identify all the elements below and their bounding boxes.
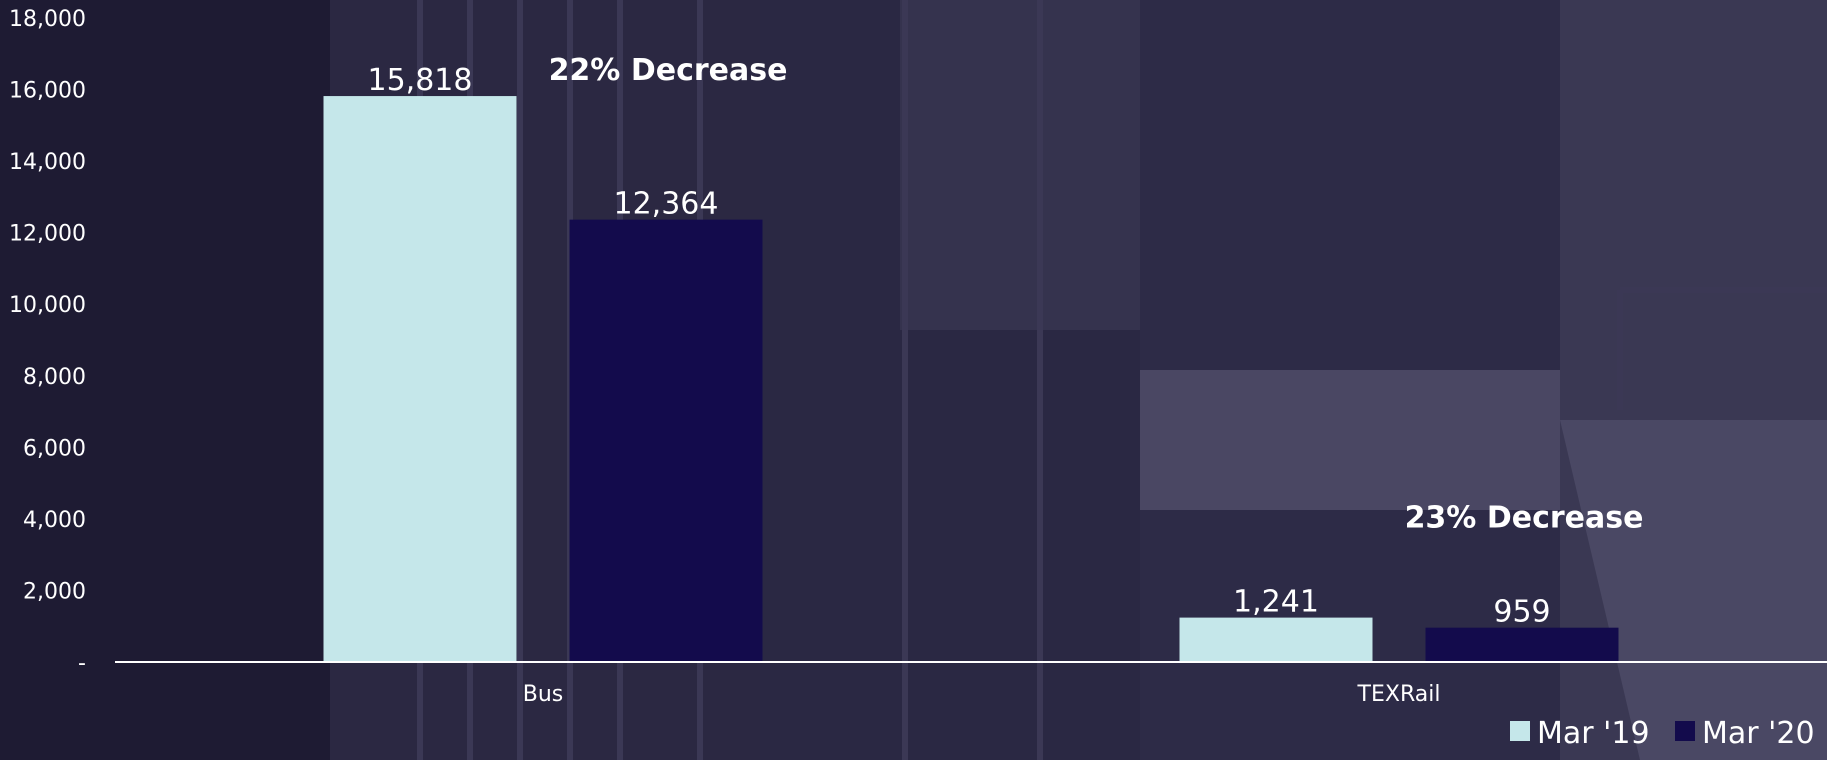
bar-bus-series-0	[323, 96, 517, 662]
y-tick-label: 12,000	[9, 222, 86, 247]
data-label: 1,241	[1233, 585, 1319, 620]
y-axis: - 2,000 4,000 6,000 8,000 10,000 12,000 14,000 1…	[9, 7, 86, 676]
legend-swatch	[1675, 721, 1695, 741]
data-label: 959	[1493, 595, 1550, 630]
y-tick-label: 8,000	[23, 365, 86, 390]
annotation: 23% Decrease	[1405, 501, 1644, 536]
x-tick-label: TEXRail	[1357, 682, 1441, 707]
y-tick-label: 6,000	[23, 436, 86, 461]
y-tick-label: 18,000	[9, 7, 86, 32]
annotation: 22% Decrease	[549, 53, 788, 88]
bar-texrail-series-1	[1425, 627, 1619, 662]
annotations: 22% Decrease 23% Decrease	[549, 53, 1644, 536]
legend-label: Mar '19	[1537, 716, 1650, 751]
bar-bus-series-1	[569, 219, 763, 662]
y-tick-label: 10,000	[9, 293, 86, 318]
x-axis: Bus TEXRail	[523, 682, 1441, 707]
x-tick-label: Bus	[523, 682, 564, 707]
y-tick-label: 4,000	[23, 508, 86, 533]
legend-swatch	[1510, 721, 1530, 741]
data-labels: 15,818 12,364 1,241 959	[368, 63, 1551, 630]
bars	[323, 96, 1619, 662]
data-label: 12,364	[614, 187, 719, 222]
y-tick-label: -	[78, 651, 86, 676]
y-tick-label: 16,000	[9, 79, 86, 104]
data-label: 15,818	[368, 63, 473, 98]
y-tick-label: 14,000	[9, 150, 86, 175]
y-tick-label: 2,000	[23, 579, 86, 604]
legend-label: Mar '20	[1702, 716, 1815, 751]
bar-texrail-series-0	[1179, 617, 1373, 662]
legend: Mar '19 Mar '20	[1510, 716, 1815, 751]
